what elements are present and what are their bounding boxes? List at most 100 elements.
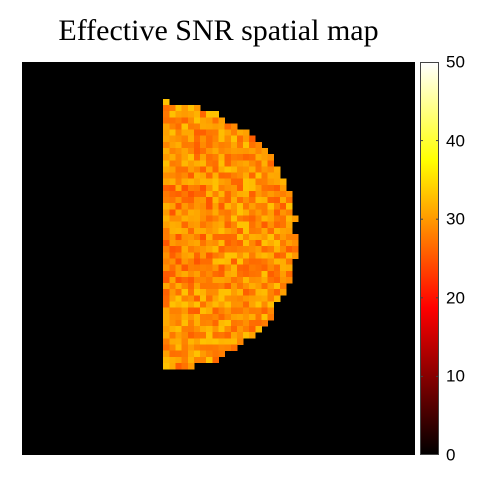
heatmap-cell (212, 319, 219, 327)
heatmap-cell (267, 246, 275, 253)
heatmap-cell (255, 295, 262, 302)
heatmap-cell (193, 344, 201, 351)
colorbar-tick-label: 30 (446, 209, 465, 229)
heatmap-cell (175, 197, 183, 204)
heatmap-cell (236, 307, 244, 315)
heatmap-cell (236, 240, 244, 247)
heatmap-cell (230, 190, 238, 198)
heatmap-cell (249, 289, 256, 296)
heatmap-cell (187, 344, 195, 351)
heatmap-cell (181, 209, 189, 216)
heatmap-cell (212, 227, 219, 235)
heatmap-cell (218, 344, 225, 351)
heatmap-cell (249, 258, 256, 265)
heatmap-cell (212, 338, 219, 345)
heatmap-cell (236, 246, 244, 253)
heatmap-cell (212, 203, 219, 210)
heatmap-cell (200, 123, 207, 130)
heatmap-cell (175, 172, 183, 180)
colorbar-tick-label: 20 (446, 288, 465, 308)
heatmap-cell (218, 295, 225, 302)
heatmap-cell (273, 166, 281, 173)
heatmap-cell (230, 264, 238, 272)
heatmap-cell (255, 227, 262, 235)
heatmap-cell (193, 184, 201, 192)
heatmap-cell (175, 104, 183, 112)
heatmap-cell (279, 221, 287, 229)
heatmap-cell (212, 221, 219, 229)
heatmap-cell (175, 350, 183, 358)
heatmap-cell (200, 160, 207, 167)
heatmap-cell (206, 233, 213, 241)
heatmap-cell (218, 319, 225, 327)
heatmap-cell (206, 326, 213, 333)
heatmap-cell (193, 166, 201, 173)
heatmap-cell (212, 252, 219, 259)
heatmap-cell (187, 362, 195, 370)
heatmap-cell (230, 338, 238, 345)
heatmap-cell (249, 227, 256, 235)
heatmap-cell (230, 227, 238, 235)
heatmap-cell (224, 295, 232, 302)
heatmap-cell (175, 276, 183, 284)
heatmap-cell (218, 147, 225, 155)
heatmap-cell (230, 166, 238, 173)
heatmap-cell (218, 246, 225, 253)
heatmap-cell (193, 129, 201, 137)
heatmap-cell (224, 215, 232, 223)
heatmap-cell (261, 307, 268, 315)
heatmap-cell (267, 295, 275, 302)
heatmap-cell (187, 356, 195, 364)
heatmap-cell (249, 326, 256, 333)
heatmap-cell (218, 338, 225, 345)
heatmap-cell (218, 350, 225, 358)
heatmap-cell (187, 141, 195, 149)
heatmap-cell (193, 350, 201, 358)
heatmap-cell (200, 270, 207, 278)
heatmap-cell (200, 111, 207, 118)
heatmap-cell (169, 123, 176, 130)
heatmap-cell (175, 184, 183, 192)
heatmap-cell (224, 319, 232, 327)
colorbar-tick-label: 40 (446, 131, 465, 151)
heatmap-cell (218, 289, 225, 296)
heatmap-cell (218, 221, 225, 229)
heatmap-cell (224, 307, 232, 315)
heatmap-cell (212, 246, 219, 253)
heatmap-cell (273, 203, 281, 210)
heatmap-cell (206, 252, 213, 259)
heatmap-cell (286, 246, 293, 253)
heatmap-cell (279, 203, 287, 210)
heatmap-cell (175, 307, 183, 315)
heatmap-cell (255, 141, 262, 149)
heatmap-cell (255, 209, 262, 216)
heatmap-cell (218, 332, 225, 339)
heatmap-cell (236, 166, 244, 173)
heatmap-cell (200, 197, 207, 204)
heatmap-cell (236, 276, 244, 284)
heatmap-cell (169, 147, 176, 155)
heatmap-cell (236, 215, 244, 223)
heatmap-cell (243, 283, 250, 290)
heatmap-cell (243, 172, 250, 180)
heatmap-cell (206, 240, 213, 247)
heatmap-cell (230, 154, 238, 161)
heatmap-cell (163, 295, 170, 302)
heatmap-cell (206, 289, 213, 296)
heatmap-cell (163, 123, 170, 130)
heatmap-cell (163, 184, 170, 192)
heatmap-cell (255, 147, 262, 155)
heatmap-cell (212, 178, 219, 186)
heatmap-cell (200, 166, 207, 173)
heatmap-cell (181, 123, 189, 130)
heatmap-cell (279, 264, 287, 272)
heatmap-cell (163, 98, 170, 106)
heatmap-cell (169, 209, 176, 216)
heatmap-cell (218, 283, 225, 290)
heatmap-cell (169, 166, 176, 173)
heatmap-cell (206, 117, 213, 124)
heatmap-cell (261, 209, 268, 216)
heatmap-cell (187, 117, 195, 124)
heatmap-cell (224, 160, 232, 167)
heatmap-cell (236, 154, 244, 161)
